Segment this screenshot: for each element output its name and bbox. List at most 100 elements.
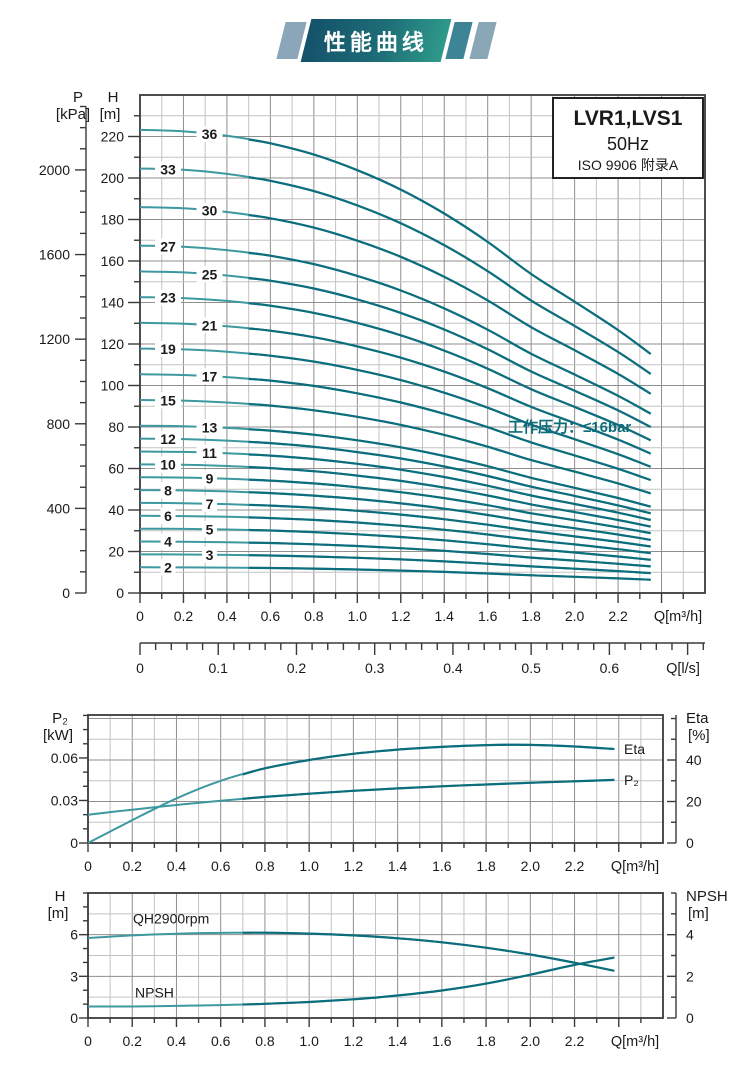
- curve-stage-30-dark: [248, 214, 652, 395]
- stage-label-bg: [196, 126, 223, 143]
- left-tick-label: 3: [70, 968, 78, 984]
- right-tick-label: 2: [686, 968, 694, 984]
- flow-tick-label: 0.2: [122, 858, 142, 874]
- flow-tick-label: 1.4: [434, 608, 454, 624]
- left-axis-name: H: [55, 888, 66, 905]
- curve-stage-27-dark: [248, 251, 652, 415]
- curve-stage-3-dark: [248, 554, 651, 575]
- ls-tick-label: 0.1: [208, 660, 228, 676]
- right-tick-label: 20: [686, 794, 702, 810]
- ls-tick-label: 0.2: [287, 660, 307, 676]
- left-axis-name: P₂: [52, 710, 68, 727]
- stage-label-bg: [196, 419, 223, 436]
- ls-tick-label: 0.3: [365, 660, 385, 676]
- right-axis-unit: [m]: [688, 905, 709, 922]
- flow-tick-label: 2.2: [608, 608, 628, 624]
- curves: [87, 743, 615, 844]
- head-axis: 0 20 40 60 80 100 120 140 160 180 200 220 H[m]: [100, 89, 140, 601]
- right-axis: 0 20 40 Eta[%]: [667, 710, 710, 851]
- stage-label: 21: [202, 317, 218, 333]
- flow-tick-label: 0: [84, 858, 92, 874]
- head-tick-label: 140: [101, 295, 125, 311]
- flow-tick-label: 0.2: [122, 1033, 142, 1049]
- flow-tick-label: 2.0: [521, 858, 541, 874]
- stage-label: 4: [164, 534, 172, 550]
- working-pressure-annotation: 工作压力：≤16bar: [508, 418, 631, 436]
- curve-stage-13-dark: [248, 428, 651, 508]
- stage-label: 33: [160, 161, 176, 177]
- curve-stage-10-dark: [248, 465, 651, 528]
- curve-stage-12-dark: [248, 440, 651, 515]
- flow-tick-label: 0.8: [304, 608, 324, 624]
- stage-label-bg: [155, 456, 182, 473]
- stage-label: 23: [160, 290, 176, 306]
- flow-tick-label: 0.4: [167, 858, 187, 874]
- flow-tick-label: 0.8: [255, 1033, 275, 1049]
- stage-label-bg: [160, 533, 176, 550]
- left-tick-label: 0: [70, 1010, 78, 1026]
- stage-label: 25: [202, 266, 218, 282]
- flow-axis-unit: Q[m³/h]: [611, 1034, 659, 1050]
- stage-label-bg: [155, 392, 182, 409]
- curve-stage-33-dark: [248, 176, 652, 375]
- flow-tick-label: 2.2: [565, 858, 585, 874]
- head-tick-label: 120: [101, 336, 125, 352]
- stage-label-bg: [155, 161, 182, 178]
- stage-label: 8: [164, 482, 172, 498]
- flow-tick-label: 0.4: [217, 608, 237, 624]
- qh-curve-label: QH2900rpm: [133, 911, 209, 927]
- flow-tick-label: 1.6: [432, 858, 452, 874]
- curve-stage-4-dark: [248, 541, 651, 568]
- head-axis-unit: [m]: [100, 106, 121, 123]
- flow-tick-label: 1.0: [299, 1033, 319, 1049]
- stage-label-bg: [160, 559, 176, 576]
- standard: ISO 9906 附录A: [578, 157, 679, 173]
- pressure-axis: 0 400 800 1200 1600 2000 P[kPa]: [39, 89, 90, 601]
- left-axis-unit: [m]: [48, 905, 69, 922]
- stage-label: 11: [202, 445, 217, 461]
- flow-tick-label: 1.2: [344, 858, 364, 874]
- curve-stage-23-dark: [248, 302, 652, 442]
- head-axis-name: H: [108, 89, 119, 106]
- stage-label-bg: [196, 266, 223, 283]
- flow-tick-label: 0.6: [211, 858, 231, 874]
- pump-model: LVR1,LVS1: [574, 107, 683, 130]
- flow-tick-label: 0.8: [255, 858, 275, 874]
- curve-stage-36-dark: [248, 138, 652, 355]
- stage-label: 2: [164, 559, 172, 575]
- curve-stage-15-dark: [248, 403, 652, 495]
- pressure-tick-label: 2000: [39, 162, 70, 178]
- curve-Eta: [87, 743, 615, 844]
- flow-tick-label: 0.6: [211, 1033, 231, 1049]
- curve-stage-2-dark: [248, 566, 651, 581]
- pressure-tick-label: 400: [47, 500, 71, 516]
- flow-tick-label: 1.4: [388, 1033, 408, 1049]
- right-tick-label: 0: [686, 1010, 694, 1026]
- grid: [88, 715, 663, 843]
- flow-axis-unit: Q[m³/h]: [654, 609, 702, 625]
- flow-tick-label: 1.0: [348, 608, 368, 624]
- flow-tick-label: 2.2: [565, 1033, 585, 1049]
- curve-stage-19-dark: [248, 352, 652, 468]
- pressure-tick-label: 0: [62, 585, 70, 601]
- ls-tick-label: 0.5: [521, 660, 541, 676]
- flow-tick-label: 1.0: [299, 858, 319, 874]
- left-tick-label: 0.06: [51, 750, 78, 766]
- curve-stage-6-dark: [248, 516, 651, 555]
- stage-label-bg: [160, 507, 176, 524]
- stage-curve-labels: 36 33 30 27 25 23 21 19 17 15 13 12 11 10 9 8 7 6 5 4 3 2: [155, 126, 223, 576]
- head-tick-label: 100: [101, 378, 125, 394]
- head-tick-label: 180: [101, 212, 125, 228]
- npsh-curve-label: NPSH: [135, 985, 174, 1001]
- curve-stage-11-dark: [248, 453, 651, 522]
- stage-label: 27: [160, 238, 176, 254]
- stage-label: 6: [164, 508, 172, 524]
- stage-label: 19: [160, 341, 176, 357]
- stage-label-bg: [202, 470, 218, 487]
- curve-stage-8-dark: [248, 491, 651, 541]
- stage-label-bg: [196, 317, 223, 334]
- flow-tick-label: 1.4: [388, 858, 408, 874]
- head-tick-label: 0: [116, 585, 124, 601]
